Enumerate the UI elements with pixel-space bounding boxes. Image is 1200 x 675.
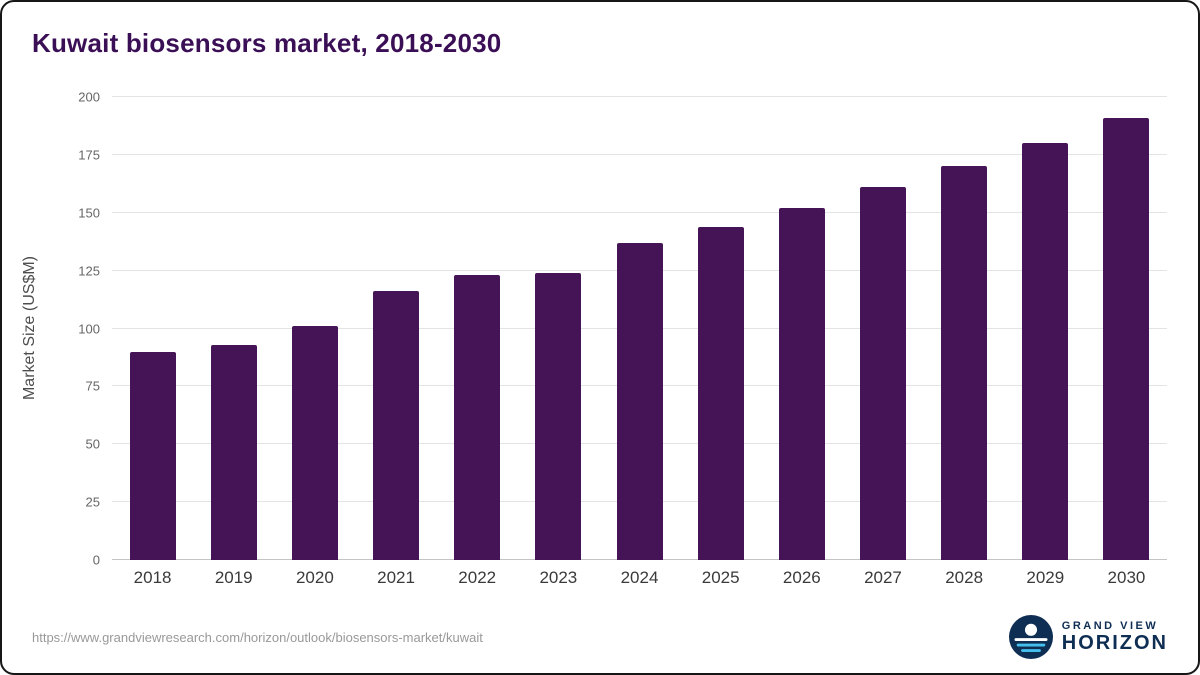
bar-column [437,97,518,560]
footer: https://www.grandviewresearch.com/horizo… [2,615,1198,659]
bar-column [1086,97,1167,560]
y-tick-label: 25 [85,494,100,510]
gridline [112,153,1167,155]
x-tick-label: 2028 [945,568,984,587]
x-tick-label: 2023 [539,568,578,587]
x-tick-label: 2024 [620,568,659,587]
gridline [112,96,1167,97]
bar-2021 [373,291,420,560]
y-tick-label: 0 [92,552,100,568]
bar-column [518,97,599,560]
logo-text: GRAND VIEW HORIZON [1062,620,1168,654]
x-tick-label: 2019 [214,568,253,587]
y-tick-label: 50 [85,436,100,452]
bar-column [355,97,436,560]
bar-2019 [210,344,257,560]
chart-title: Kuwait biosensors market, 2018-2030 [32,28,502,58]
y-tick-label: 200 [78,89,100,105]
bar-2023 [535,272,582,560]
bar-2025 [697,226,744,560]
bar-column [599,97,680,560]
x-tick-label: 2030 [1107,568,1146,587]
x-tick-label: 2026 [782,568,821,587]
bar-column [924,97,1005,560]
y-tick-label: 125 [78,263,100,279]
horizon-logo-icon [1008,615,1053,659]
bar-2018 [129,351,176,560]
bar-2024 [616,242,663,560]
plot-area: 0 25 50 75 100 125 150 175 200 [78,90,1167,568]
y-tick-label: 150 [78,205,100,221]
bar-2029 [1022,143,1069,560]
x-tick-label: 2027 [864,568,902,587]
brand-logo: GRAND VIEW HORIZON [1008,615,1168,659]
bar-column [1005,97,1086,560]
y-tick-label: 75 [85,378,100,394]
bar-2030 [1103,117,1150,560]
x-axis-labels: 2018 2019 2020 2021 2022 2023 2024 2025 2026 2027… [112,568,1167,588]
bar-column [761,97,842,560]
bar-column [842,97,923,560]
bar-2022 [454,275,501,560]
bar-column [193,97,274,560]
x-tick-label: 2021 [377,568,415,587]
bar-2028 [941,166,988,560]
logo-line2: HORIZON [1061,632,1168,655]
bar-2026 [778,208,825,560]
bars-row [112,97,1167,560]
bar-column [112,97,193,560]
logo-line1: GRAND VIEW [1061,619,1159,632]
y-tick-label: 175 [78,147,100,163]
bar-2027 [859,187,906,560]
x-tick-label: 2020 [295,568,334,587]
x-tick-label: 2025 [701,568,740,587]
x-tick-label: 2022 [458,568,497,587]
x-tick-label: 2029 [1026,568,1065,587]
bar-column [274,97,355,560]
y-tick-label: 100 [78,321,100,336]
gridline [112,211,1167,213]
x-tick-label: 2018 [133,568,172,587]
source-url: https://www.grandviewresearch.com/horizo… [32,629,483,645]
bar-2020 [291,326,338,560]
bar-column [680,97,761,560]
y-axis-title: Market Size (US$M) [21,255,38,401]
